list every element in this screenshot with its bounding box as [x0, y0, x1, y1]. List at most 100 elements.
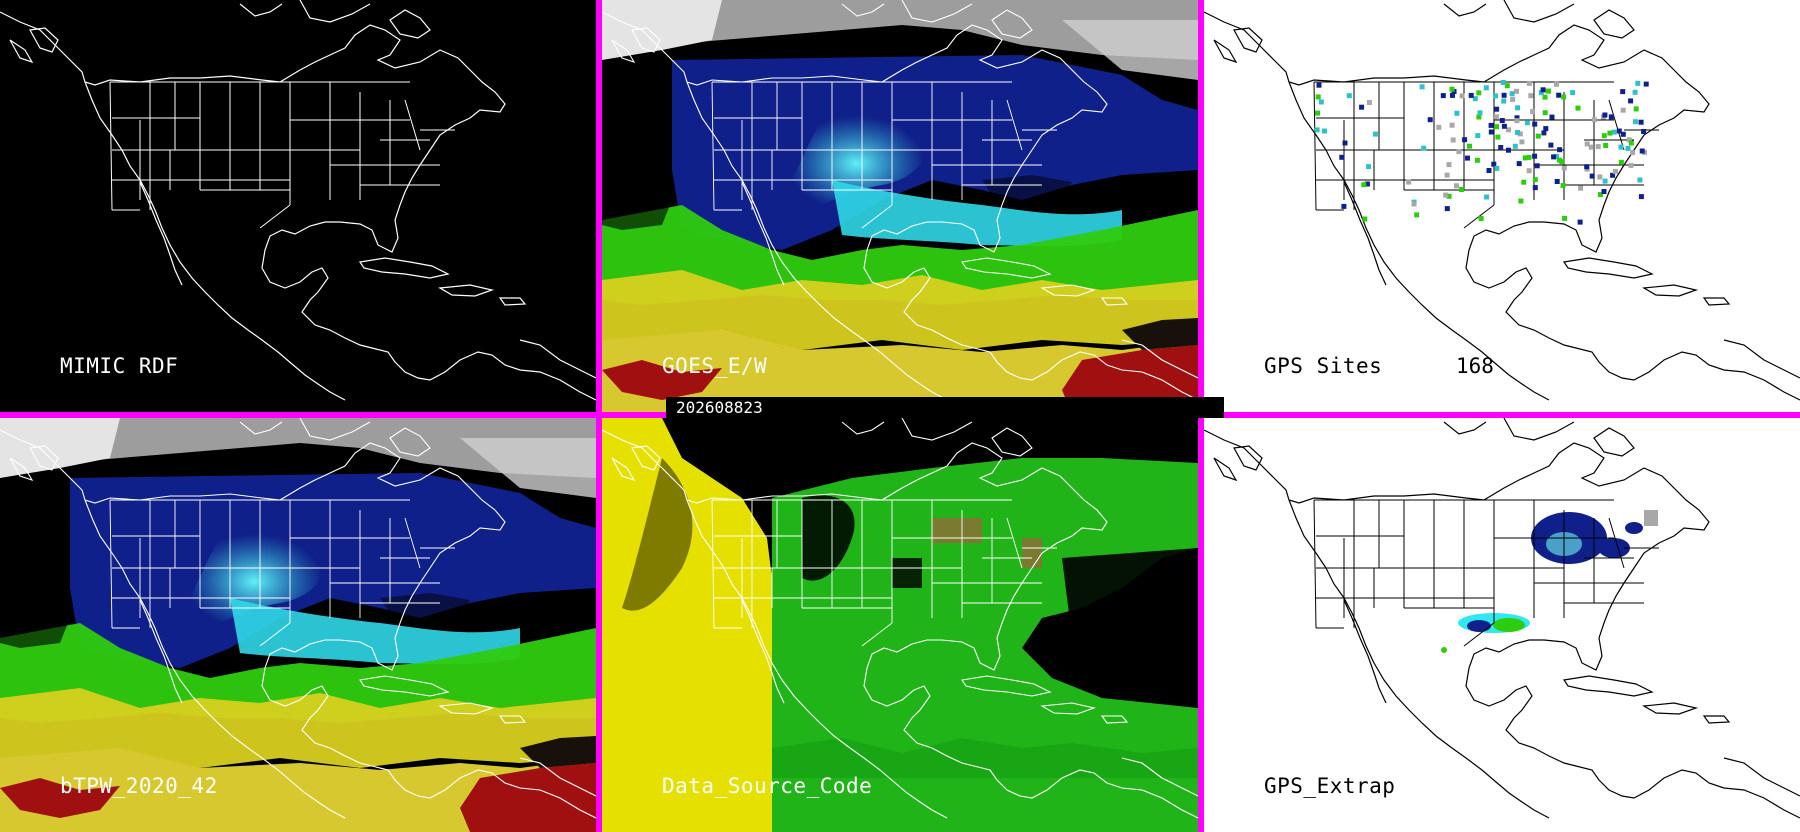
gps-site-marker — [1427, 117, 1433, 123]
gps-site-marker — [1486, 168, 1492, 173]
gps-site-marker — [1522, 155, 1528, 161]
gps-site-marker — [1546, 88, 1552, 94]
gps-site-marker — [1521, 179, 1527, 185]
gps-site-marker — [1560, 183, 1566, 188]
gps-site-marker — [1628, 140, 1634, 146]
gps-site-marker — [1540, 87, 1546, 93]
gps-site-marker — [1501, 123, 1507, 129]
gps-site-marker — [1618, 144, 1624, 150]
gps-site-marker — [1532, 177, 1538, 183]
gps-site-marker — [1551, 154, 1557, 160]
gps-site-marker — [1524, 120, 1530, 126]
data-source-code-panel: Data_Source_Code — [602, 418, 1198, 832]
gps-site-marker — [1504, 83, 1510, 89]
gps-site-marker — [1488, 122, 1494, 128]
gps-site-marker — [1562, 215, 1568, 221]
gps-site-marker — [1541, 130, 1547, 136]
gps-site-marker — [1372, 131, 1378, 137]
gps-site-marker — [1618, 159, 1624, 165]
gps-site-marker — [1608, 114, 1614, 120]
gps-sites-label: GPS Sites — [1264, 354, 1383, 378]
timestamp-bar: 202608823 — [666, 397, 1224, 418]
gps-site-marker — [1515, 130, 1520, 135]
gps-site-marker — [1591, 117, 1597, 123]
gps-site-marker — [1450, 92, 1455, 98]
gps-site-marker — [1454, 183, 1459, 189]
gps-sites-map — [1204, 0, 1800, 401]
gps-site-marker — [1315, 110, 1320, 116]
gps-site-marker — [1607, 130, 1613, 136]
gps-site-marker — [1633, 106, 1639, 112]
gps-site-marker — [1501, 92, 1507, 98]
gps-extrap-map — [1204, 418, 1800, 819]
gps-site-marker — [1570, 90, 1576, 96]
gps-site-marker — [1462, 137, 1468, 143]
gps-site-marker — [1494, 106, 1500, 112]
gps-site-marker — [1616, 128, 1622, 134]
gps-site-marker — [1628, 162, 1634, 168]
mimic-rdf-map — [0, 0, 596, 401]
gps-site-marker — [1639, 148, 1645, 154]
gps-site-marker — [1577, 219, 1583, 225]
gps-site-marker — [1475, 133, 1481, 139]
gps-site-marker — [1518, 198, 1524, 204]
gps-site-marker — [1444, 172, 1450, 178]
gps-site-marker — [1514, 88, 1519, 94]
gps-site-marker — [1478, 216, 1484, 221]
gps-site-marker — [1440, 93, 1446, 99]
gps-site-marker — [1595, 144, 1601, 150]
gps-site-marker — [1542, 110, 1548, 116]
gps-site-marker — [1643, 81, 1649, 87]
gps-site-marker — [1318, 99, 1324, 105]
gps-site-marker — [1611, 129, 1617, 135]
gps-site-marker — [1421, 145, 1427, 151]
gps-site-marker — [1446, 193, 1452, 199]
gps-site-marker — [1342, 140, 1348, 146]
btpw-map — [0, 418, 596, 832]
gps-site-marker — [1633, 119, 1638, 125]
gps-site-marker — [1635, 80, 1641, 86]
goes-ew-map — [602, 0, 1198, 412]
gps-site-marker — [1637, 177, 1643, 183]
gps-site-marker — [1499, 118, 1505, 123]
gps-site-marker — [1450, 137, 1456, 143]
gps-site-marker — [1494, 165, 1500, 171]
gps-site-marker — [1506, 127, 1512, 133]
gps-site-marker — [1620, 107, 1626, 113]
gps-site-marker — [1515, 105, 1521, 111]
gps-site-marker — [1514, 118, 1520, 124]
gps-site-marker — [1602, 178, 1608, 184]
gps-site-marker — [1588, 144, 1594, 150]
gps-extrap-panel: GPS_Extrap — [1204, 418, 1800, 832]
gps-site-marker — [1514, 115, 1520, 121]
gps-site-marker — [1506, 147, 1511, 153]
gps-site-marker — [1601, 133, 1607, 139]
gps-site-marker — [1603, 143, 1609, 148]
gps-site-marker — [1346, 93, 1352, 99]
gps-site-marker — [1494, 124, 1500, 130]
gps-site-marker — [1542, 94, 1548, 100]
gps-site-marker — [1449, 122, 1455, 128]
gps-site-marker — [1483, 85, 1489, 91]
gps-site-marker — [1366, 164, 1372, 170]
mimic-rdf-panel: MIMIC RDF — [0, 0, 596, 412]
gps-site-marker — [1620, 131, 1626, 137]
gps-site-marker — [1553, 81, 1559, 87]
gps-site-marker — [1512, 143, 1518, 149]
gps-site-marker — [1339, 154, 1345, 160]
gps-site-marker — [1578, 185, 1584, 191]
data-source-code-map — [602, 418, 1198, 832]
gps-site-marker — [1467, 143, 1472, 149]
gps-site-marker — [1535, 133, 1541, 139]
gps-site-marker — [1406, 179, 1412, 185]
gps-site-marker — [1556, 92, 1562, 98]
gps-site-marker — [1500, 80, 1506, 85]
gps-site-marker — [1364, 181, 1370, 187]
gps-site-marker — [1419, 84, 1425, 90]
gps-site-marker — [1516, 161, 1522, 167]
gps-site-marker — [1589, 173, 1595, 179]
btpw-panel: bTPW_2020_42 — [0, 418, 596, 832]
gps-site-marker — [1510, 96, 1516, 102]
gps-site-marker — [1495, 134, 1501, 140]
